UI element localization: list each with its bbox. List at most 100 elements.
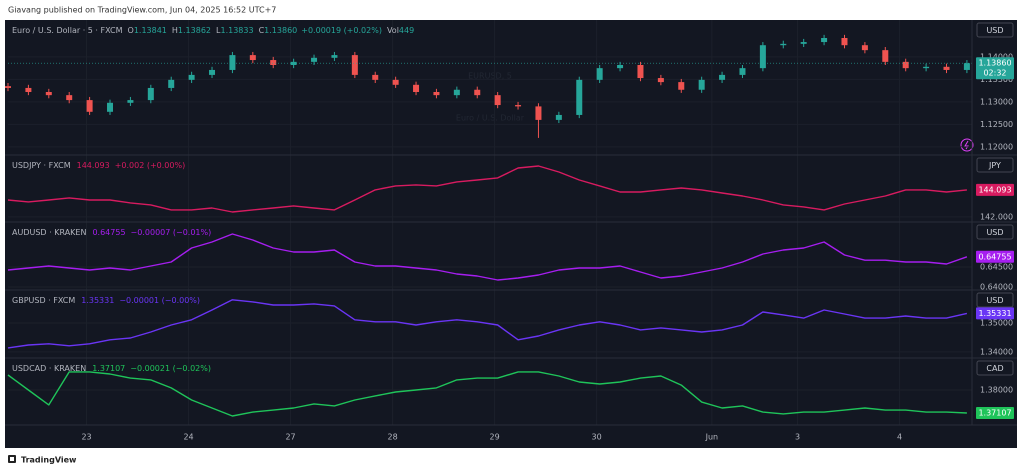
watermark: EURUSD, 5 bbox=[468, 72, 512, 81]
candle-body bbox=[66, 95, 73, 101]
currency: CAD bbox=[986, 364, 1003, 373]
candle-body bbox=[433, 92, 440, 96]
candle-body bbox=[351, 55, 358, 75]
x-tick-label: 4 bbox=[897, 433, 902, 442]
candle-body bbox=[882, 50, 889, 62]
header: Giavang published on TradingView.com, Ju… bbox=[8, 6, 276, 15]
currency-box bbox=[976, 360, 1014, 376]
candle-body bbox=[698, 79, 705, 90]
candle-body bbox=[902, 61, 909, 69]
currency: USD bbox=[986, 228, 1003, 237]
x-tick-label: 27 bbox=[285, 433, 295, 442]
candle-body bbox=[861, 45, 868, 51]
legend-title: USDCAD · KRAKEN bbox=[12, 364, 86, 373]
candle-body bbox=[453, 89, 460, 96]
candle-body bbox=[188, 74, 195, 80]
candle-body bbox=[270, 60, 277, 65]
price-line bbox=[7, 299, 968, 349]
candle-body bbox=[5, 86, 11, 88]
legend-last: 1.37107 bbox=[92, 364, 125, 373]
logo-icon-inner bbox=[10, 457, 14, 461]
marks-layer bbox=[5, 34, 972, 417]
candle-body bbox=[535, 106, 542, 120]
price-label-box bbox=[976, 307, 1014, 320]
price-label: 1.35331 bbox=[978, 309, 1011, 318]
legend-change: −0.00021 (−0.02%) bbox=[130, 364, 211, 373]
y-tick-label: 1.14000 bbox=[980, 52, 1013, 61]
candle-body bbox=[739, 68, 746, 75]
y-tick-label: 142.000 bbox=[980, 212, 1013, 221]
candle-body bbox=[147, 87, 154, 101]
price-label-box bbox=[976, 183, 1014, 196]
price-label: 1.13860 bbox=[978, 59, 1011, 68]
candle-body bbox=[331, 55, 338, 58]
price-label: 0.64755 bbox=[978, 252, 1011, 261]
candle-body bbox=[800, 42, 807, 44]
candle-body bbox=[311, 57, 318, 62]
candle-body bbox=[372, 74, 379, 80]
candle-body bbox=[963, 63, 970, 70]
x-tick-label: 3 bbox=[795, 433, 800, 442]
candle-body bbox=[168, 79, 175, 88]
price-line bbox=[7, 371, 967, 417]
candle-body bbox=[86, 100, 93, 112]
countdown: 02:32 bbox=[983, 69, 1006, 78]
legend-change: +0.00019 (+0.02%) bbox=[301, 26, 382, 35]
legend-ohlc-label: C bbox=[259, 26, 265, 35]
legend-last: 144.093 bbox=[77, 161, 110, 170]
watermark-subtitle: Euro / U.S. Dollar bbox=[456, 114, 525, 123]
candle-body bbox=[637, 65, 644, 79]
candle-body bbox=[555, 114, 562, 120]
legend-volume-label: Vol bbox=[387, 26, 399, 35]
candle-body bbox=[45, 92, 52, 96]
legend-title: Euro / U.S. Dollar · 5 · FXCM bbox=[12, 26, 123, 35]
legend-volume: 449 bbox=[399, 26, 414, 35]
candle-body bbox=[841, 38, 848, 46]
legend-ohlc-label: O bbox=[128, 26, 134, 35]
legend: USDJPY · FXCM 144.093 +0.002 (+0.00%) bbox=[12, 161, 185, 170]
candle-body bbox=[249, 55, 256, 61]
legend-ohlc-value: 1.13841 bbox=[134, 26, 167, 35]
currency-box bbox=[976, 22, 1014, 38]
chart-area bbox=[5, 20, 1017, 448]
x-tick-label: 24 bbox=[183, 433, 193, 442]
footer-logo bbox=[8, 455, 16, 463]
candle-body bbox=[678, 82, 685, 90]
legend-ohlc-label: H bbox=[172, 26, 178, 35]
candle-body bbox=[494, 95, 501, 106]
y-tick-label: 1.12500 bbox=[980, 120, 1013, 129]
candle-body bbox=[25, 87, 32, 92]
candle-body bbox=[515, 105, 522, 107]
candle-body bbox=[413, 84, 420, 92]
legend-last: 0.64755 bbox=[92, 228, 125, 237]
legend-change: −0.00007 (−0.01%) bbox=[131, 228, 212, 237]
price-label-box bbox=[976, 57, 1014, 80]
candle-body bbox=[719, 74, 726, 80]
y-tick-label: 1.12000 bbox=[980, 142, 1013, 151]
x-tick-label: 28 bbox=[387, 433, 397, 442]
y-tick-label: 1.35000 bbox=[980, 318, 1013, 327]
x-tick-label: 23 bbox=[81, 433, 91, 442]
legend-title: AUDUSD · KRAKEN bbox=[12, 228, 86, 237]
candle-body bbox=[229, 55, 236, 70]
currency: JPY bbox=[988, 161, 1001, 170]
candle-body bbox=[923, 66, 930, 69]
currency-box bbox=[976, 292, 1014, 308]
currency-box bbox=[976, 157, 1014, 173]
price-label-box bbox=[976, 406, 1014, 419]
candle-body bbox=[209, 69, 216, 75]
y-tick-label: 1.13500 bbox=[980, 75, 1013, 84]
candle-body bbox=[780, 43, 787, 46]
legend-change: −0.00001 (−0.00%) bbox=[119, 296, 200, 305]
legend-title: GBPUSD · FXCM bbox=[12, 296, 75, 305]
y-tick-label: 0.64500 bbox=[980, 263, 1013, 272]
alert-icon bbox=[960, 138, 974, 152]
x-tick-label: 30 bbox=[592, 433, 602, 442]
price-label: 1.37107 bbox=[978, 408, 1011, 417]
legend: GBPUSD · FXCM 1.35331 −0.00001 (−0.00%) bbox=[12, 296, 200, 305]
legend-change: +0.002 (+0.00%) bbox=[115, 161, 186, 170]
overlay-layer: 1.12000 1.12500 1.13000 1.13500 1.14000 Euro … bbox=[5, 20, 1017, 442]
legend-title: USDJPY · FXCM bbox=[12, 161, 71, 170]
currency: USD bbox=[986, 26, 1003, 35]
